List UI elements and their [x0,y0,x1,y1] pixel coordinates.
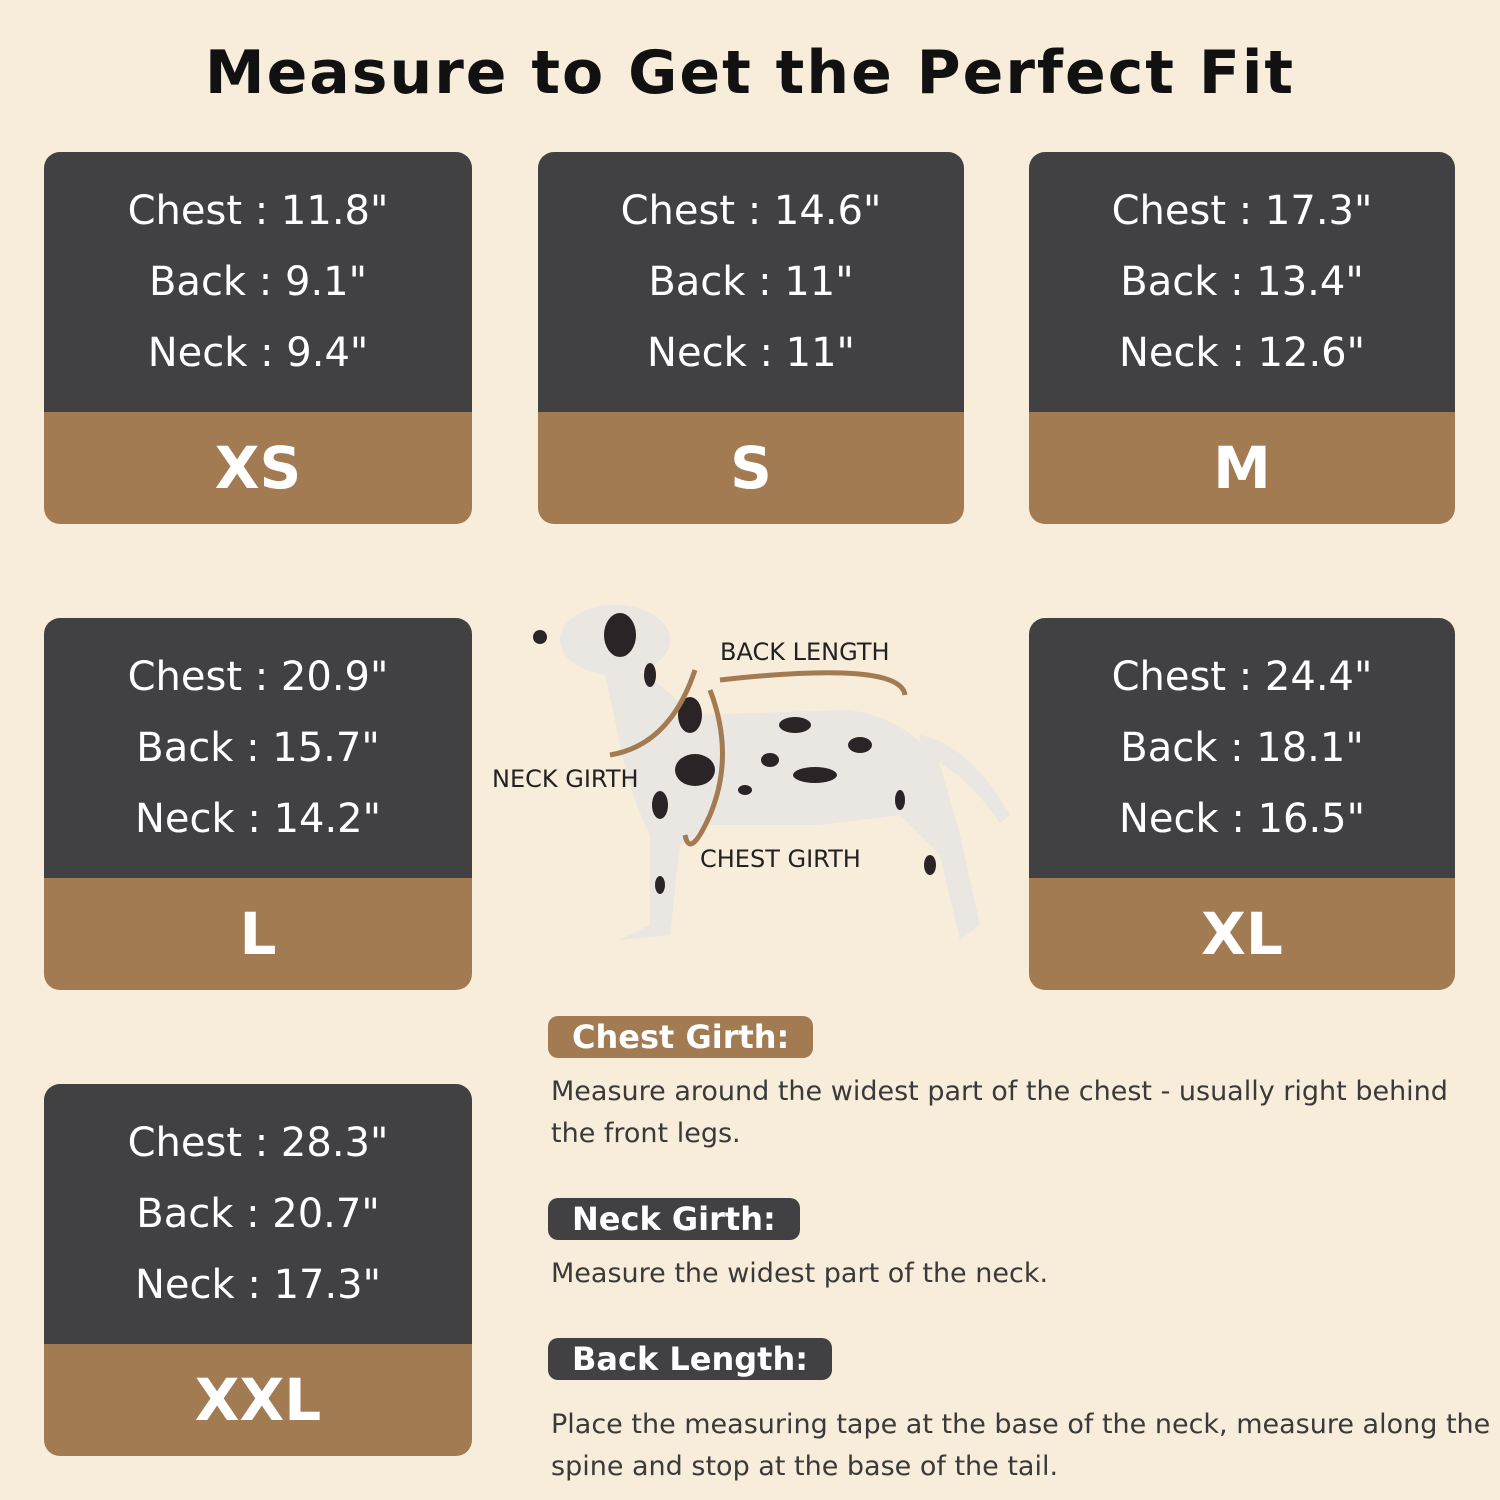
size-card-s: Chest : 14.6" Back : 11" Neck : 11" S [538,152,964,524]
back-measure: Back : 13.4" [1120,259,1364,305]
chest-measure: Chest : 28.3" [127,1120,389,1166]
size-label: S [538,412,964,524]
neck-girth-heading: Neck Girth: [548,1198,800,1240]
back-measure: Back : 11" [648,259,854,305]
size-label: L [44,878,472,990]
neck-measure: Neck : 17.3" [134,1262,382,1308]
size-label: M [1029,412,1455,524]
neck-measure: Neck : 9.4" [147,330,369,376]
size-card-xs: Chest : 11.8" Back : 9.1" Neck : 9.4" XS [44,152,472,524]
size-card-m: Chest : 17.3" Back : 13.4" Neck : 12.6" M [1029,152,1455,524]
page-title: Measure to Get the Perfect Fit [204,38,1296,108]
back-measure: Back : 18.1" [1120,725,1364,771]
neck-measure: Neck : 16.5" [1118,796,1366,842]
back-measure: Back : 9.1" [148,259,368,305]
back-length-heading: Back Length: [548,1338,833,1380]
size-label: XXL [44,1344,472,1456]
neck-measure: Neck : 12.6" [1118,330,1366,376]
chest-girth-heading: Chest Girth: [548,1016,814,1058]
size-card-xl: Chest : 24.4" Back : 18.1" Neck : 16.5" XL [1029,618,1455,990]
chest-girth-label: CHEST GIRTH [700,845,861,873]
chest-measure: Chest : 14.6" [620,188,882,234]
back-measure: Back : 20.7" [136,1191,380,1237]
chest-girth-description: Measure around the widest part of the ch… [551,1076,1448,1149]
chest-measure: Chest : 24.4" [1111,654,1373,700]
neck-girth-description: Measure the widest part of the neck. [551,1258,1049,1289]
back-measure: Back : 15.7" [136,725,380,771]
chest-measure: Chest : 20.9" [127,654,389,700]
back-length-label: BACK LENGTH [720,638,890,666]
back-length-description: Place the measuring tape at the base of … [551,1409,1491,1482]
size-card-xxl: Chest : 28.3" Back : 20.7" Neck : 17.3" XX… [44,1084,472,1456]
chest-measure: Chest : 17.3" [1111,188,1373,234]
neck-measure: Neck : 11" [647,330,855,376]
size-card-l: Chest : 20.9" Back : 15.7" Neck : 14.2" L [44,618,472,990]
neck-measure: Neck : 14.2" [134,796,382,842]
dalmatian-dog-icon [533,605,1010,940]
size-label: XL [1029,878,1455,990]
chest-measure: Chest : 11.8" [127,188,389,234]
size-label: XS [44,412,472,524]
neck-girth-label: NECK GIRTH [492,765,639,793]
